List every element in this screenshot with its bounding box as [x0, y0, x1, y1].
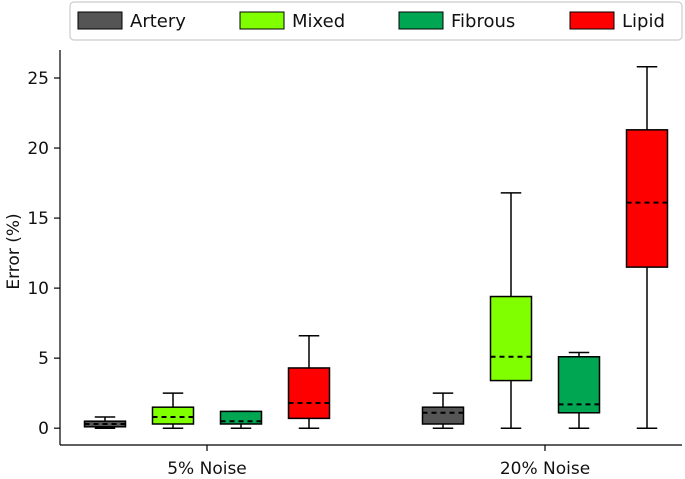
box-iqr	[287, 367, 331, 420]
legend-swatch	[569, 11, 615, 30]
box-iqr	[625, 129, 669, 268]
box-iqr	[421, 406, 465, 425]
y-tick-label: 25	[27, 69, 49, 89]
y-tick-label: 10	[27, 279, 49, 299]
legend-item-artery: Artery	[77, 11, 186, 32]
legend-item-mixed: Mixed	[239, 11, 345, 32]
y-axis-label: Error (%)	[4, 213, 24, 289]
box-mixed-0	[151, 392, 195, 429]
x-tick-label: 20% Noise	[500, 459, 590, 479]
legend-swatch	[239, 11, 285, 30]
legend-frame	[69, 1, 683, 41]
legend-label: Lipid	[622, 11, 665, 32]
box-lipid-1	[625, 66, 669, 429]
axes: 0 5 10 15 20 25 Error (%) 5% Noise 20% Noise	[4, 50, 682, 479]
legend: Artery Mixed Fibrous Lipid	[69, 1, 683, 41]
box-fibrous-1	[557, 351, 601, 429]
box-mixed-1	[489, 192, 533, 429]
legend-item-lipid: Lipid	[569, 11, 665, 32]
box-artery-0	[83, 416, 127, 429]
y-tick-label: 0	[38, 419, 49, 439]
box-artery-1	[421, 392, 465, 429]
box-iqr	[557, 356, 601, 414]
legend-label: Fibrous	[451, 11, 515, 32]
legend-swatch	[398, 11, 444, 30]
box-series	[83, 66, 669, 429]
box-iqr	[151, 406, 195, 425]
y-tick-label: 20	[27, 139, 49, 159]
box-iqr	[489, 295, 533, 382]
y-tick-label: 5	[38, 349, 49, 369]
x-tick-label: 5% Noise	[167, 459, 247, 479]
box-lipid-0	[287, 334, 331, 429]
legend-swatch	[77, 11, 123, 30]
legend-label: Mixed	[292, 11, 345, 32]
legend-item-fibrous: Fibrous	[398, 11, 515, 32]
legend-label: Artery	[130, 11, 186, 32]
box-fibrous-0	[219, 410, 263, 429]
y-tick-label: 15	[27, 209, 49, 229]
